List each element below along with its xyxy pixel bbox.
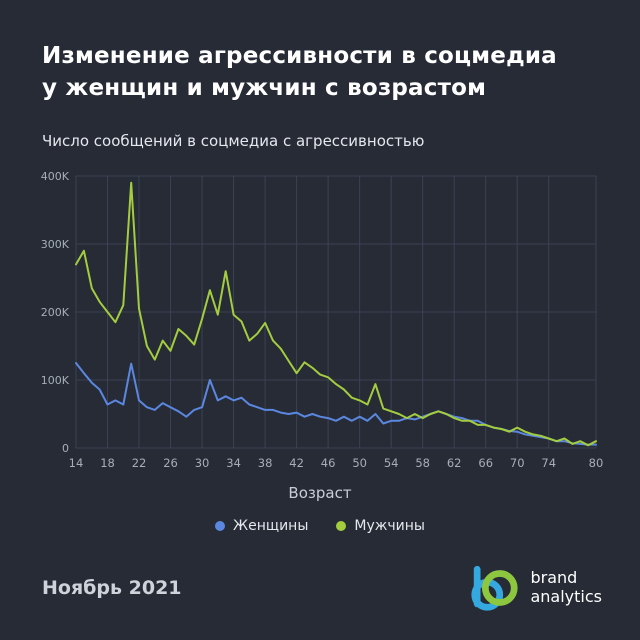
legend-label-women: Женщины <box>233 518 309 535</box>
x-tick-label: 34 <box>226 456 241 470</box>
legend-item-women: Женщины <box>215 518 308 534</box>
women-legend-dot <box>215 521 226 532</box>
x-tick-label: 38 <box>258 456 273 470</box>
brand-analytics-logo-mark <box>471 565 519 611</box>
footer: Ноябрь 2021 brand analytics <box>42 562 602 614</box>
logo-text-line-1: brand <box>530 568 578 588</box>
x-tick-label: 22 <box>132 456 147 470</box>
brand-analytics-logo: brand analytics <box>468 562 602 614</box>
chart-legend: Женщины Мужчины <box>42 518 598 534</box>
y-tick-label: 100K <box>41 374 70 387</box>
date-label: Ноябрь 2021 <box>42 577 182 599</box>
legend-item-men: Мужчины <box>336 518 425 534</box>
x-tick-label: 80 <box>589 456 604 470</box>
title-line-1: Изменение агрессивности в соцмедиа <box>42 43 557 69</box>
logo-text-line-2: analytics <box>530 587 602 606</box>
x-tick-label: 42 <box>289 456 304 470</box>
x-tick-label: 14 <box>69 456 84 470</box>
series-line-women <box>75 362 597 446</box>
chart-subtitle: Число сообщений в соцмедиа с агрессивнос… <box>42 132 425 151</box>
x-tick-label: 62 <box>447 456 462 470</box>
x-tick-label: 46 <box>321 456 336 470</box>
series-line-men <box>75 182 597 447</box>
x-tick-label: 18 <box>100 456 115 470</box>
x-tick-label: 30 <box>195 456 210 470</box>
x-tick-label: 74 <box>541 456 556 470</box>
y-tick-label: 400K <box>41 170 70 183</box>
men-legend-dot <box>336 521 347 532</box>
chart-canvas: 14 18 22 26 30 34 38 42 46 50 54 58 62 66 70 74 80 0 100K 2… <box>41 170 604 470</box>
y-tick-label: 0 <box>62 442 69 455</box>
legend-label-men: Мужчины <box>354 518 425 535</box>
logo-a-ring <box>482 570 519 606</box>
logo-text: brand analytics <box>530 568 602 607</box>
x-tick-label: 50 <box>352 456 367 470</box>
x-tick-label: 58 <box>415 456 430 470</box>
y-tick-label: 200K <box>41 306 70 319</box>
y-tick-label: 300K <box>41 238 70 251</box>
x-tick-label: 26 <box>163 456 178 470</box>
x-tick-label: 70 <box>510 456 525 470</box>
x-tick-label: 54 <box>384 456 399 470</box>
page-title: Изменение агрессивности в соцмедиа у женщ… <box>42 40 598 104</box>
title-line-2: у женщин и мужчин с возрастом <box>42 75 487 102</box>
x-axis-title: Возраст <box>288 484 352 503</box>
x-tick-label: 66 <box>478 456 493 470</box>
line-chart: 14 18 22 26 30 34 38 42 46 50 54 58 62 66 70 74 80 0 100K 2… <box>30 162 604 484</box>
